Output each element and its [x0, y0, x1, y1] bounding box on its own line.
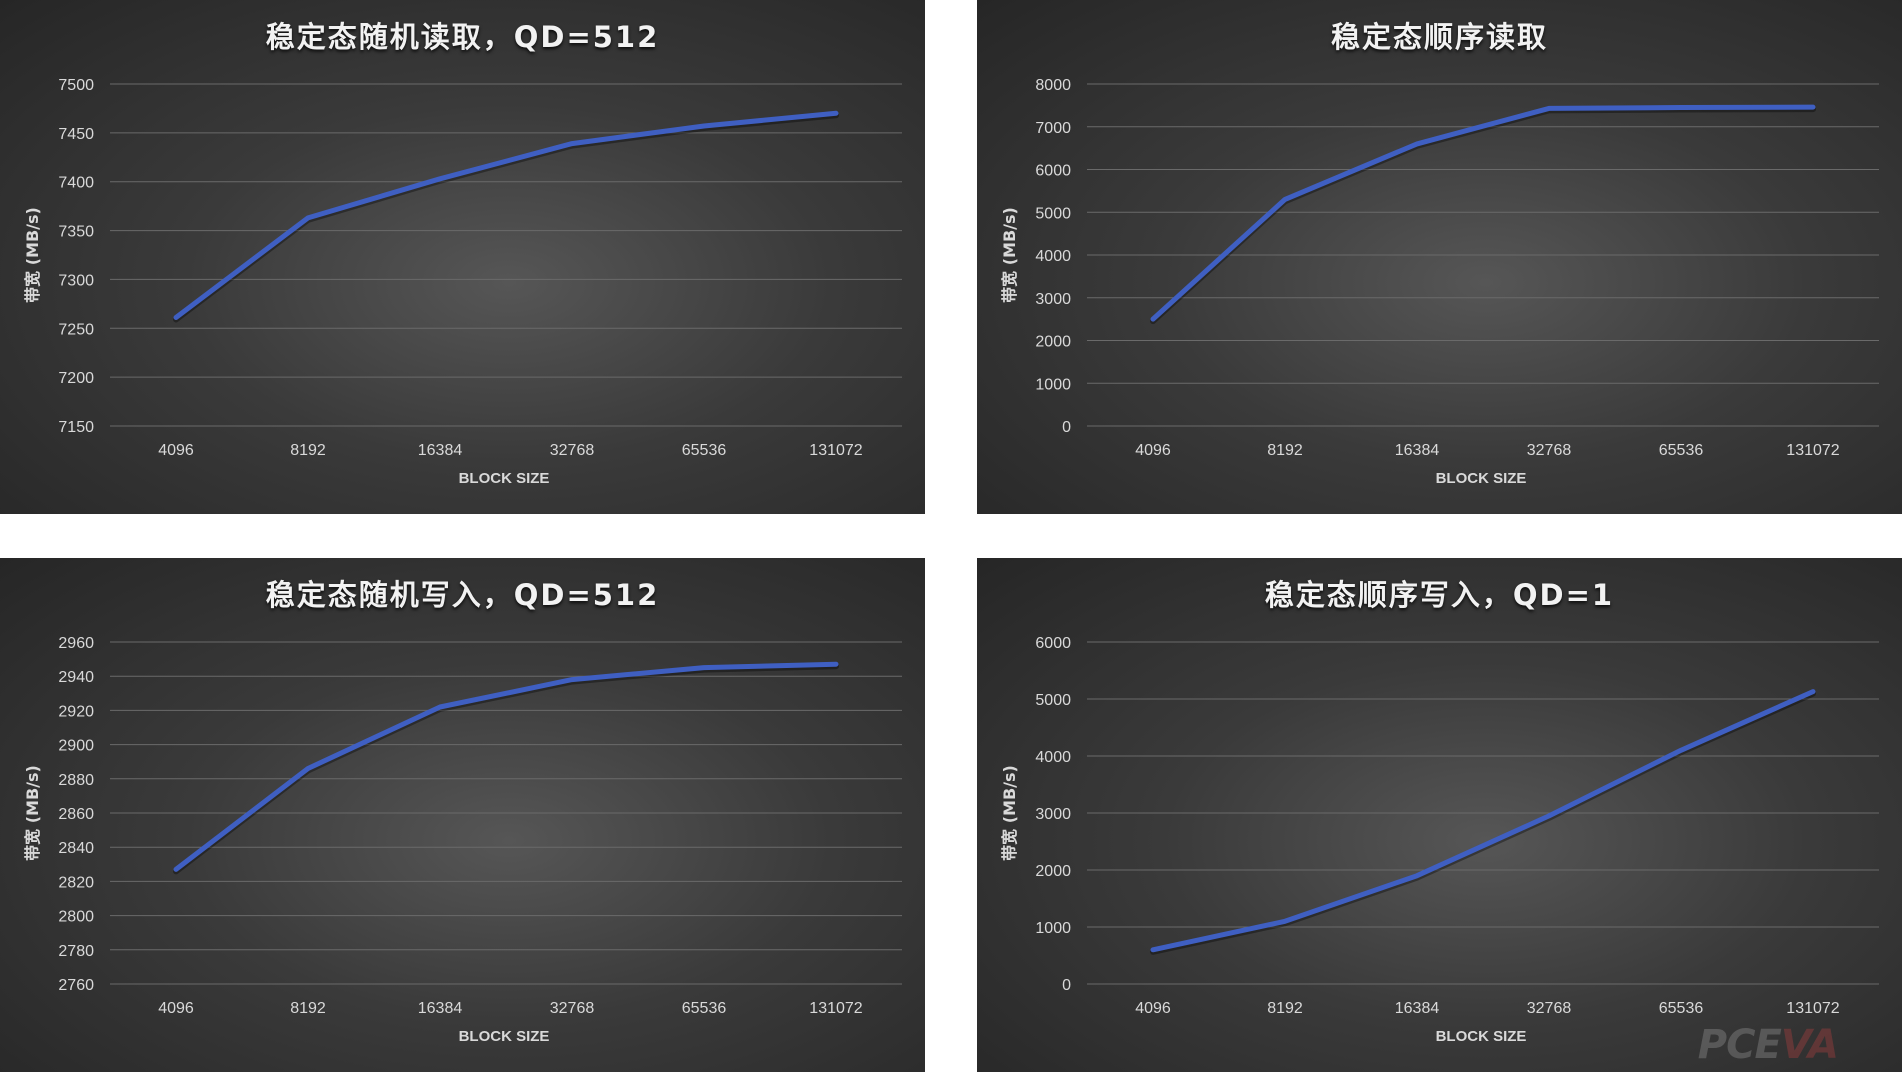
x-tick-label: 65536: [682, 442, 727, 459]
x-tick-label: 16384: [1395, 442, 1440, 459]
y-axis-title: 带宽 (MB/s): [1000, 207, 1019, 303]
x-axis-title: BLOCK SIZE: [1436, 1028, 1527, 1045]
y-tick-label: 6000: [1035, 163, 1071, 180]
y-axis-title: 带宽 (MB/s): [1000, 765, 1019, 861]
y-tick-label: 2760: [58, 977, 94, 994]
y-tick-label: 5000: [1035, 692, 1071, 709]
y-tick-label: 0: [1062, 977, 1071, 994]
x-axis-title: BLOCK SIZE: [459, 1028, 550, 1045]
series-line: [1150, 104, 1816, 322]
x-tick-label: 65536: [1659, 1000, 1704, 1017]
x-tick-label: 4096: [158, 1000, 194, 1017]
x-tick-label: 131072: [809, 442, 862, 459]
series-line: [1150, 689, 1816, 953]
series-line-shadow: [1150, 106, 1816, 325]
y-tick-label: 2900: [58, 738, 94, 755]
x-tick-label: 4096: [1135, 442, 1171, 459]
chart-title: 稳定态随机读取，QD=512: [265, 20, 660, 54]
chart-panel-random-write: 稳定态随机写入，QD=512 2760 2780 2800 2820 2840 2860 2…: [0, 558, 925, 1072]
y-tick-label: 0: [1062, 419, 1071, 436]
y-axis-title: 带宽 (MB/s): [23, 765, 42, 861]
line-chart-sequential-read: 0 1000 2000 3000 4000 5000 6000 7000 8000 4096 819…: [1000, 77, 1879, 487]
x-tick-label: 32768: [1527, 442, 1572, 459]
x-tick-label: 65536: [1659, 442, 1704, 459]
y-tick-label: 7450: [58, 126, 94, 143]
y-tick-label: 1000: [1035, 376, 1071, 393]
y-tick-label: 8000: [1035, 77, 1071, 94]
x-tick-label: 16384: [418, 1000, 463, 1017]
y-tick-label: 7000: [1035, 120, 1071, 137]
y-tick-label: 2000: [1035, 334, 1071, 351]
y-tick-label: 2820: [58, 874, 94, 891]
y-tick-label: 1000: [1035, 920, 1071, 937]
series-line-shadow: [173, 112, 839, 323]
y-tick-label: 2920: [58, 703, 94, 720]
x-tick-label: 8192: [290, 1000, 326, 1017]
line-chart-sequential-write: 0 1000 2000 3000 4000 5000 6000 4096 8192 16384 32…: [1000, 635, 1879, 1045]
y-tick-label: 7200: [58, 370, 94, 387]
x-tick-label: 131072: [809, 1000, 862, 1017]
chart-panel-random-read: 稳定态随机读取，QD=512 7150 7200 7250 7300 7350 7400 7…: [0, 0, 925, 514]
y-tick-label: 3000: [1035, 806, 1071, 823]
y-tick-label: 2940: [58, 669, 94, 686]
x-tick-label: 131072: [1786, 442, 1839, 459]
x-tick-label: 32768: [550, 1000, 595, 1017]
y-tick-label: 7250: [58, 321, 94, 338]
x-tick-label: 16384: [418, 442, 463, 459]
line-chart-random-write: 2760 2780 2800 2820 2840 2860 2880 2900 2920 2940…: [23, 635, 902, 1045]
x-tick-label: 32768: [550, 442, 595, 459]
chart-panel-sequential-read: 稳定态顺序读取 0 1000 2000 3000 4000 5000 6000 7000 800…: [977, 0, 1902, 514]
y-tick-label: 2800: [58, 909, 94, 926]
y-tick-label: 7350: [58, 224, 94, 241]
y-tick-label: 7500: [58, 77, 94, 94]
x-axis-title: BLOCK SIZE: [459, 470, 550, 487]
y-tick-label: 5000: [1035, 205, 1071, 222]
chart-title: 稳定态顺序读取: [1330, 20, 1548, 54]
x-tick-label: 131072: [1786, 1000, 1839, 1017]
y-tick-label: 2860: [58, 806, 94, 823]
series-line-shadow: [173, 663, 839, 875]
y-tick-label: 7400: [58, 175, 94, 192]
series-line: [173, 661, 839, 872]
series-line: [173, 110, 839, 320]
x-tick-label: 8192: [1267, 1000, 1303, 1017]
watermark-mid: VA: [1780, 1022, 1839, 1068]
y-tick-label: 2000: [1035, 863, 1071, 880]
y-tick-label: 2840: [58, 840, 94, 857]
x-axis-title: BLOCK SIZE: [1436, 470, 1527, 487]
chart-title: 稳定态顺序写入，QD=1: [1264, 578, 1615, 612]
x-tick-label: 4096: [158, 442, 194, 459]
series-line-shadow: [1150, 690, 1816, 955]
x-tick-label: 65536: [682, 1000, 727, 1017]
y-tick-label: 6000: [1035, 635, 1071, 652]
y-tick-label: 3000: [1035, 291, 1071, 308]
y-tick-label: 2960: [58, 635, 94, 652]
y-axis-title: 带宽 (MB/s): [23, 207, 42, 303]
chart-title: 稳定态随机写入，QD=512: [265, 578, 660, 612]
x-tick-label: 8192: [290, 442, 326, 459]
y-tick-label: 2880: [58, 772, 94, 789]
pceva-watermark-logo: PCEVA: [1697, 1022, 1839, 1068]
y-tick-label: 4000: [1035, 248, 1071, 265]
x-tick-label: 16384: [1395, 1000, 1440, 1017]
x-tick-label: 32768: [1527, 1000, 1572, 1017]
chart-panel-sequential-write: 稳定态顺序写入，QD=1 0 1000 2000 3000 4000 5000 6000 40…: [977, 558, 1902, 1072]
x-tick-label: 4096: [1135, 1000, 1171, 1017]
line-chart-random-read: 7150 7200 7250 7300 7350 7400 7450 7500 4096 8192…: [23, 77, 902, 487]
x-tick-label: 8192: [1267, 442, 1303, 459]
y-tick-label: 4000: [1035, 749, 1071, 766]
y-tick-label: 7300: [58, 272, 94, 289]
y-tick-label: 7150: [58, 419, 94, 436]
watermark-left: PCE: [1697, 1022, 1782, 1068]
y-tick-label: 2780: [58, 943, 94, 960]
